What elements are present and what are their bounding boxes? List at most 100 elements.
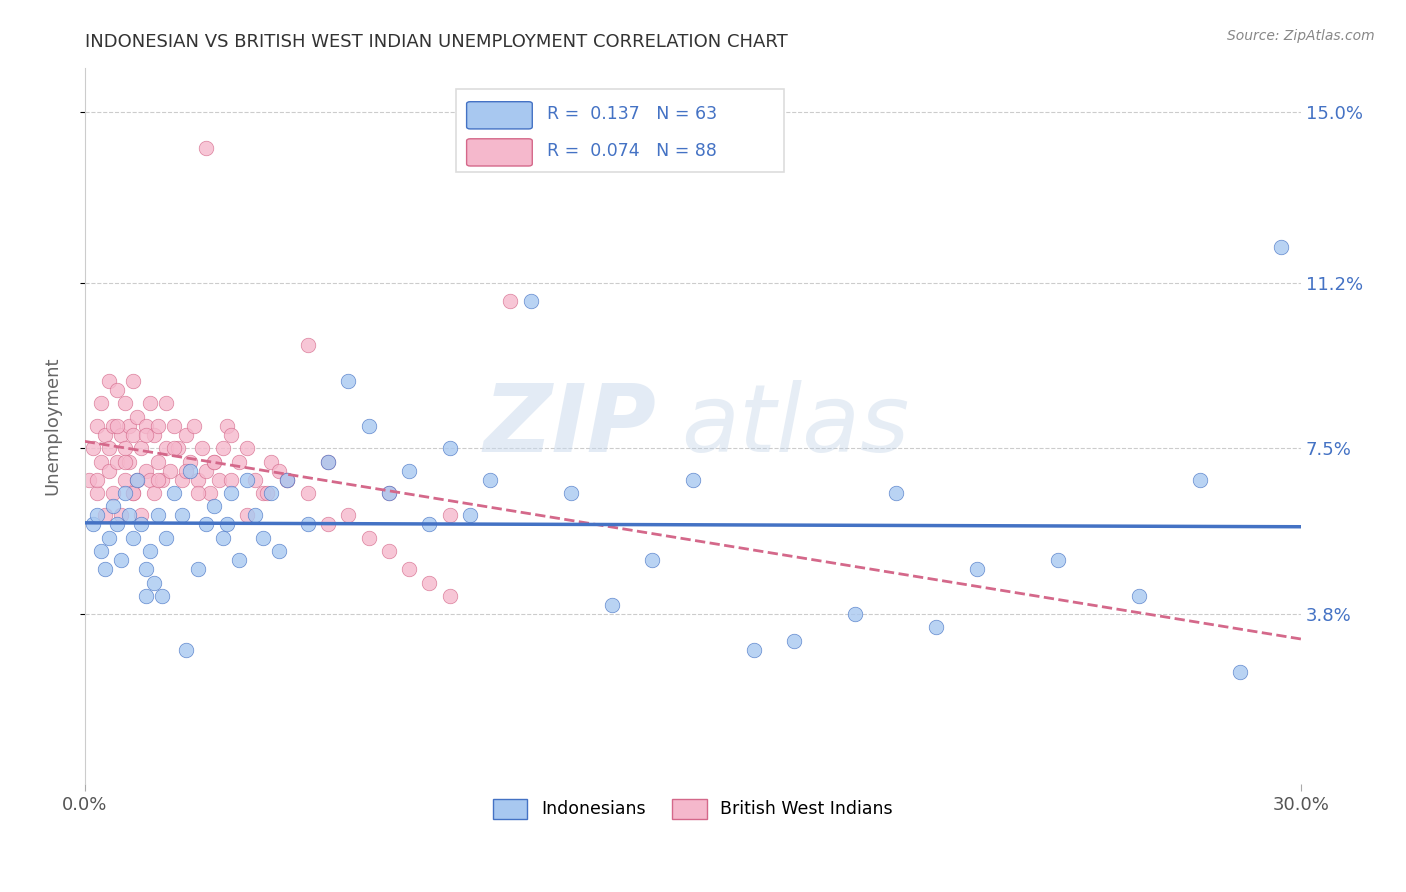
Point bbox=[187, 486, 209, 500]
Text: INDONESIAN VS BRITISH WEST INDIAN UNEMPLOYMENT CORRELATION CHART: INDONESIAN VS BRITISH WEST INDIAN UNEMPL… bbox=[84, 33, 787, 51]
Point bbox=[122, 486, 145, 500]
Point bbox=[418, 575, 440, 590]
Point bbox=[101, 418, 124, 433]
Point bbox=[114, 473, 136, 487]
Point bbox=[94, 427, 117, 442]
Text: R =  0.074   N = 88: R = 0.074 N = 88 bbox=[547, 142, 717, 160]
Point bbox=[138, 473, 160, 487]
Point bbox=[215, 517, 238, 532]
Point bbox=[110, 427, 132, 442]
Point bbox=[90, 544, 112, 558]
Point bbox=[337, 508, 360, 523]
Point bbox=[297, 338, 319, 352]
Point bbox=[98, 464, 121, 478]
Point bbox=[1128, 589, 1150, 603]
Legend: Indonesians, British West Indians: Indonesians, British West Indians bbox=[485, 791, 900, 826]
Point bbox=[135, 418, 157, 433]
Point bbox=[499, 293, 522, 308]
Point bbox=[142, 575, 165, 590]
Point bbox=[159, 464, 181, 478]
Point bbox=[398, 562, 420, 576]
Point bbox=[276, 473, 298, 487]
Point bbox=[228, 455, 250, 469]
Point bbox=[174, 642, 197, 657]
Point bbox=[101, 486, 124, 500]
Point bbox=[179, 464, 201, 478]
Point bbox=[118, 455, 141, 469]
Point bbox=[86, 486, 108, 500]
Point bbox=[398, 464, 420, 478]
Point bbox=[118, 418, 141, 433]
Point bbox=[243, 473, 266, 487]
Point bbox=[641, 553, 664, 567]
Text: Source: ZipAtlas.com: Source: ZipAtlas.com bbox=[1227, 29, 1375, 43]
Point bbox=[925, 620, 948, 634]
Point bbox=[135, 562, 157, 576]
Point bbox=[252, 531, 274, 545]
Point bbox=[269, 464, 291, 478]
Point bbox=[105, 418, 128, 433]
Point bbox=[357, 418, 380, 433]
Point bbox=[1270, 240, 1292, 254]
Point bbox=[195, 464, 218, 478]
Point bbox=[110, 553, 132, 567]
Point bbox=[276, 473, 298, 487]
Point bbox=[187, 473, 209, 487]
Point bbox=[207, 473, 229, 487]
Point bbox=[86, 508, 108, 523]
Point bbox=[276, 473, 298, 487]
Point bbox=[150, 589, 173, 603]
Point bbox=[1229, 665, 1251, 680]
Point bbox=[378, 544, 401, 558]
Point bbox=[219, 427, 242, 442]
Point bbox=[211, 442, 233, 456]
Text: R =  0.137   N = 63: R = 0.137 N = 63 bbox=[547, 105, 717, 123]
Point bbox=[236, 508, 259, 523]
Point bbox=[418, 517, 440, 532]
Point bbox=[1046, 553, 1069, 567]
Point bbox=[179, 455, 201, 469]
Point bbox=[138, 396, 160, 410]
Point bbox=[142, 427, 165, 442]
Point bbox=[215, 418, 238, 433]
Point bbox=[131, 442, 153, 456]
Point bbox=[170, 473, 193, 487]
Point bbox=[98, 442, 121, 456]
Point bbox=[142, 486, 165, 500]
Point bbox=[86, 418, 108, 433]
Point bbox=[155, 396, 177, 410]
Point bbox=[146, 455, 169, 469]
Point bbox=[98, 531, 121, 545]
Point bbox=[204, 455, 226, 469]
Point bbox=[138, 544, 160, 558]
Point bbox=[122, 427, 145, 442]
Point bbox=[783, 633, 806, 648]
Point bbox=[519, 293, 541, 308]
Point bbox=[127, 409, 149, 424]
Point bbox=[155, 442, 177, 456]
Point bbox=[337, 374, 360, 388]
Point bbox=[204, 455, 226, 469]
Point bbox=[439, 508, 461, 523]
Point bbox=[236, 473, 259, 487]
Text: ZIP: ZIP bbox=[484, 380, 657, 472]
Y-axis label: Unemployment: Unemployment bbox=[44, 357, 60, 495]
Point bbox=[269, 544, 291, 558]
Point bbox=[378, 486, 401, 500]
Point bbox=[844, 607, 866, 621]
Point bbox=[458, 508, 481, 523]
Point bbox=[146, 418, 169, 433]
Point bbox=[122, 531, 145, 545]
Point bbox=[82, 442, 104, 456]
Point bbox=[183, 418, 205, 433]
Point bbox=[77, 473, 100, 487]
Point bbox=[122, 486, 145, 500]
Point bbox=[122, 374, 145, 388]
Point bbox=[135, 589, 157, 603]
Point bbox=[163, 418, 186, 433]
Text: atlas: atlas bbox=[681, 380, 908, 471]
Point bbox=[118, 508, 141, 523]
Point bbox=[82, 517, 104, 532]
Point bbox=[260, 455, 283, 469]
Point bbox=[228, 553, 250, 567]
